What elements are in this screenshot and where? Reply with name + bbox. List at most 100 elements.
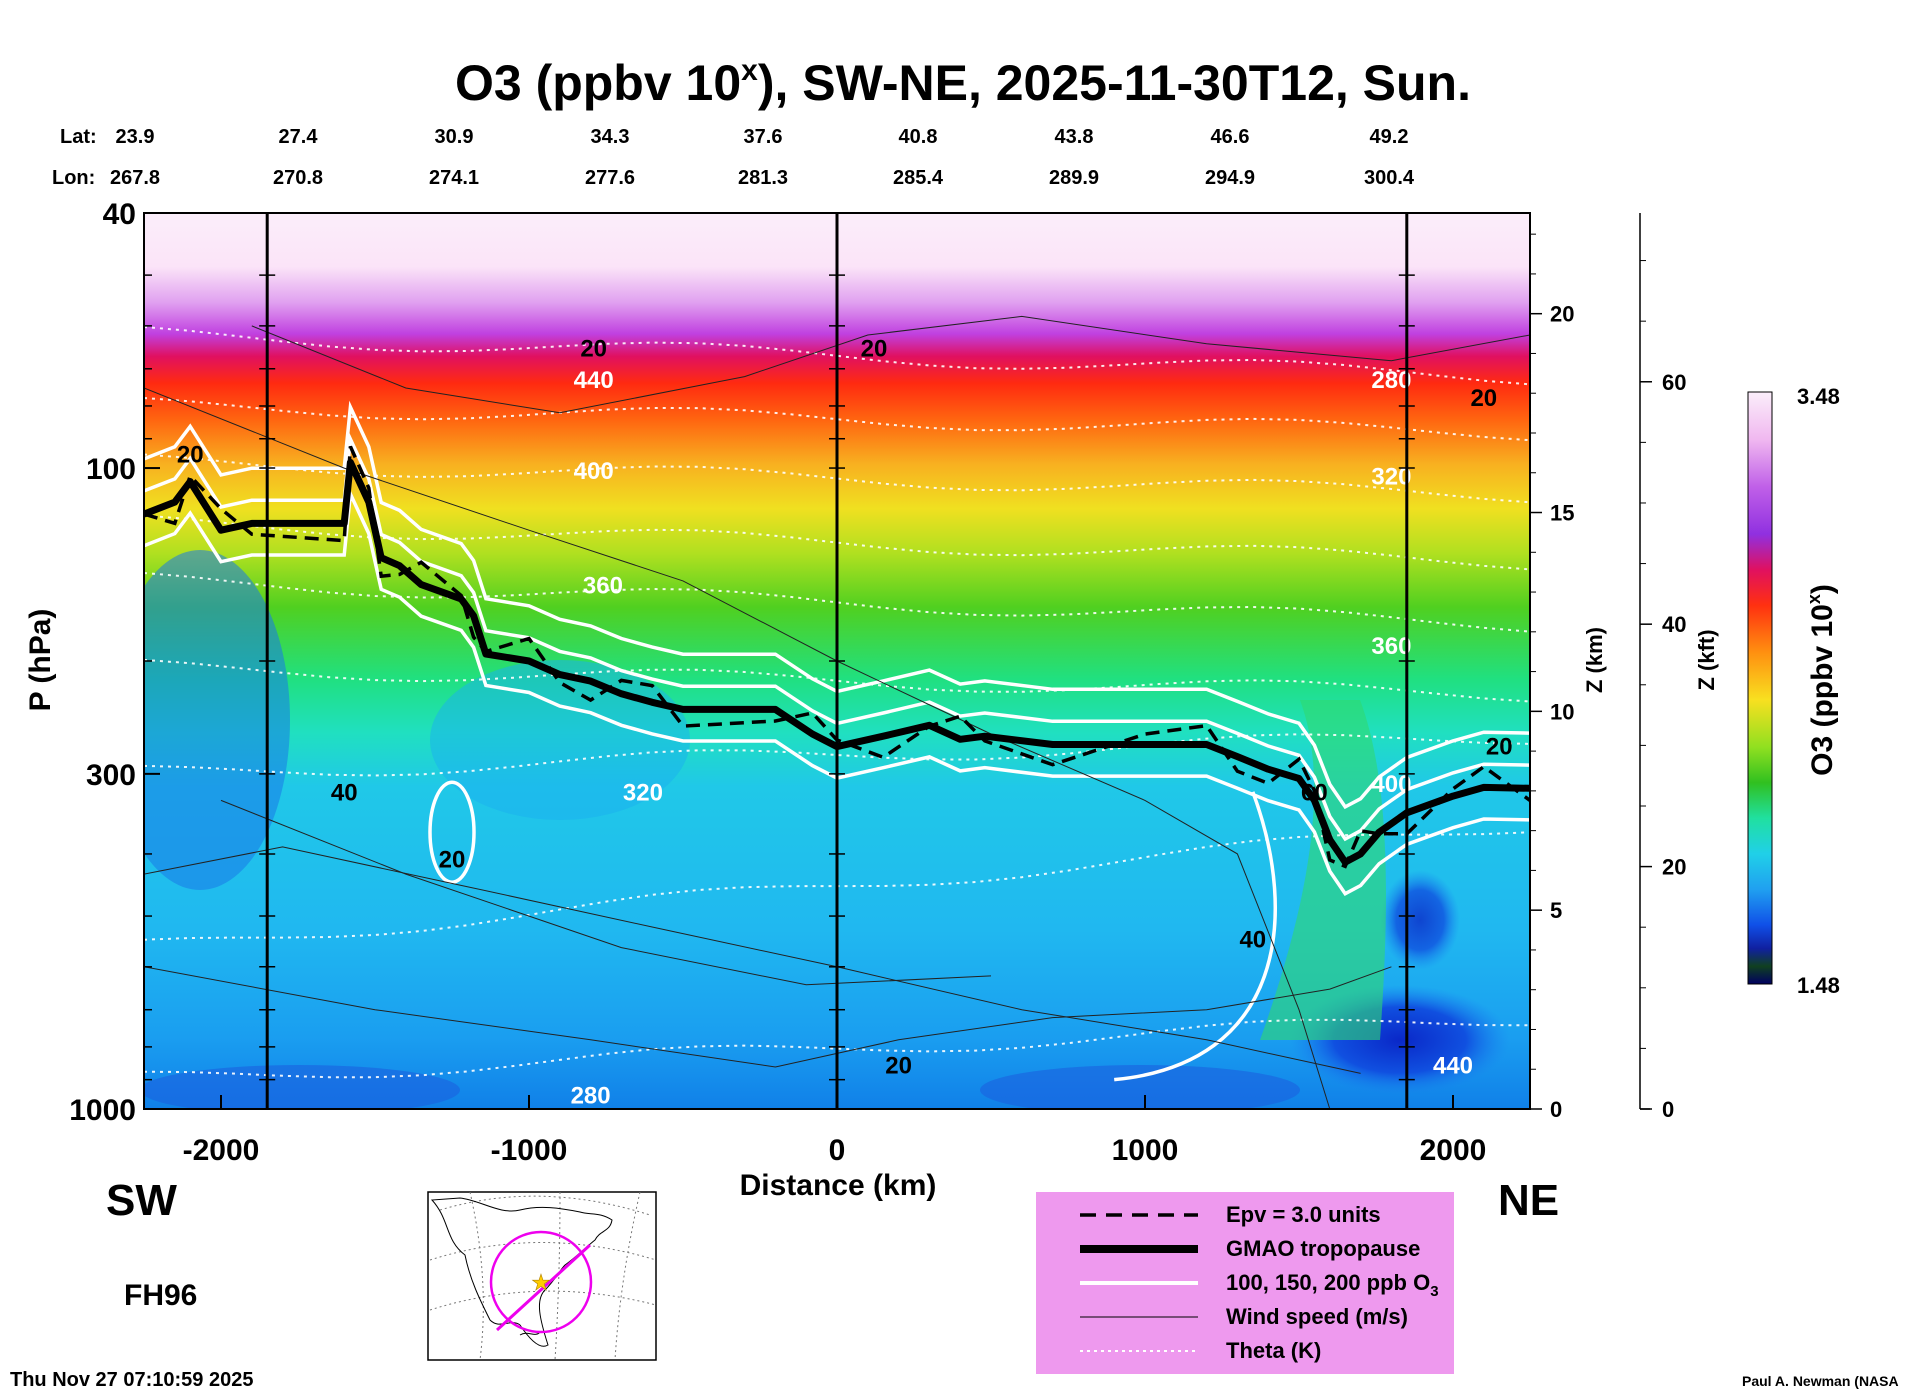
z-km-tick-label: 15 — [1550, 501, 1574, 526]
theta-label: 400 — [574, 458, 614, 485]
theta-label: 440 — [1433, 1052, 1473, 1079]
vertical-markers — [259, 213, 1415, 1109]
ozone-low-blob — [430, 660, 690, 820]
wind-line — [220, 799, 992, 986]
wind-label: 40 — [331, 779, 358, 806]
colorbar-min: 1.48 — [1797, 973, 1840, 998]
y-axis: 40 100 300 1000 — [69, 198, 160, 1127]
wind-label: 20 — [885, 1052, 912, 1079]
y-axis-label: P (hPa) — [24, 609, 57, 712]
wind-label: 40 — [1239, 927, 1266, 954]
theta-label: 320 — [623, 779, 663, 806]
epv-layer — [144, 445, 1530, 869]
lon-value: 277.6 — [585, 167, 635, 189]
lat-value: 30.9 — [435, 126, 474, 148]
z-kft-tick-label: 0 — [1662, 1097, 1674, 1122]
z-km-tick-label: 20 — [1550, 302, 1574, 327]
wind-label: 20 — [177, 441, 204, 468]
lon-value: 294.9 — [1205, 167, 1255, 189]
inset-map: ★ — [427, 1191, 657, 1361]
theta-label: 440 — [574, 367, 614, 394]
epv-line — [144, 445, 1530, 869]
map-range-circle — [489, 1230, 593, 1334]
lon-value: 285.4 — [893, 167, 944, 189]
x-tick-label: -2000 — [183, 1134, 260, 1167]
z-km-tick-label: 0 — [1550, 1097, 1562, 1122]
lat-value: 37.6 — [744, 126, 783, 148]
map-track — [495, 1243, 592, 1332]
o3-contour-line — [144, 432, 1530, 842]
ozone-low-blob — [980, 1065, 1300, 1109]
ozone-low-blob — [144, 1065, 460, 1109]
lat-value: 40.8 — [899, 126, 938, 148]
x-tick-label: 2000 — [1420, 1134, 1487, 1167]
theta-line — [144, 572, 1530, 633]
lat-value: 23.9 — [116, 126, 155, 148]
map-graticule — [614, 1192, 641, 1360]
credit: Paul A. Newman (NASA — [1742, 1373, 1899, 1389]
lat-lon-header: Lat: Lon: 23.9 27.4 30.9 34.3 37.6 40.8 43.8 46… — [52, 126, 1415, 189]
map-content: ★ — [429, 1192, 656, 1360]
wind-line — [144, 966, 1392, 1068]
x-axis: -2000 -1000 0 1000 2000 — [183, 1095, 1487, 1167]
z-kft-label: Z (kft) — [1694, 629, 1719, 690]
y-tick-label: 300 — [86, 759, 136, 792]
x-tick-label: -1000 — [491, 1134, 568, 1167]
colorbar — [1747, 391, 1773, 985]
y-tick-label: 100 — [86, 453, 136, 486]
theta-label: 400 — [1371, 771, 1411, 798]
wind-label: 20 — [580, 336, 607, 363]
forecast-hour: FH96 — [124, 1279, 197, 1312]
z-km-tick-label: 10 — [1550, 699, 1574, 724]
theta-label: 280 — [571, 1082, 611, 1109]
theta-label: 360 — [583, 573, 623, 600]
colorbar-max: 3.48 — [1797, 384, 1840, 409]
y-tick-label: 1000 — [69, 1094, 136, 1127]
chart-title: O3 (ppbv 10x), SW-NE, 2025-11-30T12, Sun… — [455, 54, 1471, 111]
wind-line — [144, 387, 1331, 1109]
z-km-label: Z (km) — [1582, 627, 1607, 693]
tropopause-line — [144, 458, 1530, 866]
wind-line — [144, 846, 1361, 1074]
side-left-label: SW — [106, 1176, 177, 1225]
z-kft-tick-label: 40 — [1662, 612, 1686, 637]
wind-label: 20 — [1470, 385, 1497, 412]
theta-label: 360 — [1371, 633, 1411, 660]
ozone-fold — [1260, 700, 1386, 1040]
wind-label: 20 — [861, 336, 888, 363]
side-right-label: NE — [1498, 1176, 1559, 1225]
legend-label: GMAO tropopause — [1226, 1236, 1420, 1261]
lat-value: 46.6 — [1211, 126, 1250, 148]
y-tick-label: 40 — [103, 198, 136, 231]
colorbar-label: O3 (ppbv 10x) — [1804, 584, 1839, 776]
wind-label: 20 — [439, 847, 466, 874]
legend-label: Wind speed (m/s) — [1226, 1304, 1408, 1329]
z-kft-tick-label: 20 — [1662, 855, 1686, 880]
tropopause-layer — [144, 458, 1530, 866]
lon-value: 289.9 — [1049, 167, 1099, 189]
lon-value: 281.3 — [738, 167, 788, 189]
lon-value: 267.8 — [110, 167, 160, 189]
ozone-low-blob — [144, 550, 290, 890]
wind-label: 60 — [1301, 779, 1328, 806]
map-graticule — [439, 1195, 651, 1216]
ozone-low-blob — [1380, 870, 1460, 970]
ozone-field: 4404003603202802803203604004402020204020… — [144, 213, 1530, 1109]
timestamp: Thu Nov 27 07:10:59 2025 — [10, 1369, 253, 1391]
lat-value: 27.4 — [279, 126, 319, 148]
o3-contours — [144, 400, 1530, 1082]
z-km-tick-label: 5 — [1550, 898, 1562, 923]
lat-value: 49.2 — [1370, 126, 1409, 148]
lon-value: 270.8 — [273, 167, 323, 189]
x-tick-label: 0 — [829, 1134, 846, 1167]
lat-value: 34.3 — [591, 126, 630, 148]
map-star-icon: ★ — [531, 1270, 551, 1295]
o3-contour-loop — [428, 780, 476, 884]
z-kft-axis: 0 20 40 60 — [1639, 213, 1686, 1122]
z-kft-tick-label: 60 — [1662, 370, 1686, 395]
lon-value: 274.1 — [429, 167, 479, 189]
z-km-axis: 0 5 10 15 20 — [1530, 233, 1574, 1122]
map-graticule — [469, 1192, 484, 1360]
